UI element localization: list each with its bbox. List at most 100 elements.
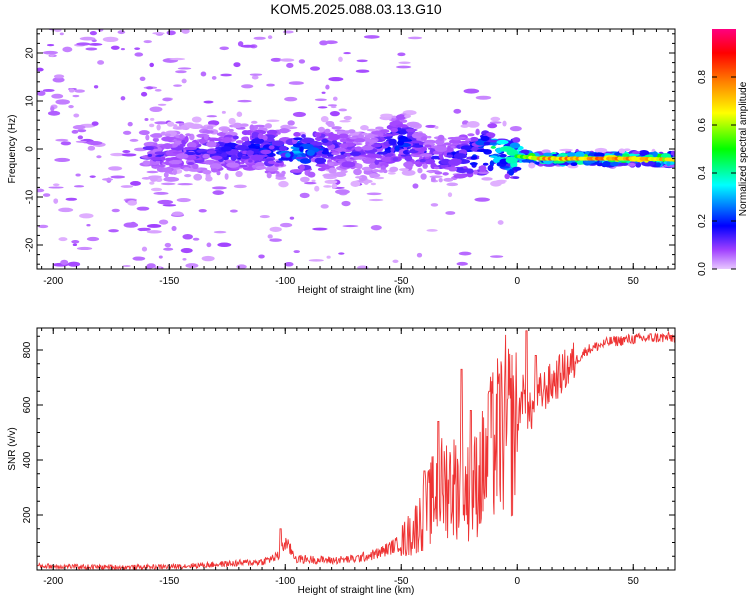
- spectrogram-cell: [490, 116, 501, 122]
- spectrogram-cell: [67, 261, 81, 267]
- spectrogram-cell: [416, 252, 423, 258]
- spectrogram-cell: [425, 124, 437, 128]
- spectrogram-cell: [58, 207, 74, 213]
- spectrogram-cell: [292, 111, 306, 117]
- spectrogram-cell: [198, 208, 207, 213]
- spectrogram-cell: [255, 165, 267, 170]
- spectrogram-cell: [485, 132, 496, 138]
- spectrogram-cell: [453, 108, 462, 114]
- spectrogram-cell: [220, 152, 228, 158]
- spectrogram-cell: [293, 137, 303, 141]
- spectrogram-cell: [419, 153, 433, 157]
- spectrogram-cell: [72, 125, 86, 130]
- spectrogram-cell: [87, 145, 96, 151]
- spectrogram-cell: [343, 115, 352, 121]
- spectrogram-cell: [504, 173, 510, 180]
- spectrogram-cell: [392, 259, 399, 263]
- colorbar-tick-label: 0.6: [697, 118, 708, 132]
- spectrogram-cell: [222, 137, 232, 144]
- spectrogram-cell: [240, 155, 250, 160]
- spectrogram-cell: [278, 180, 289, 188]
- spectrogram-cell: [176, 153, 189, 160]
- spectrogram-cell: [65, 197, 78, 201]
- x-tick-label: 50: [628, 276, 640, 287]
- spectrogram-cell: [298, 59, 306, 64]
- spectrogram-cell: [271, 140, 285, 147]
- spectrogram-cell: [315, 141, 323, 146]
- spectrogram-cell: [168, 160, 183, 165]
- x-tick-label: -150: [159, 276, 179, 287]
- spectrogram-cell: [183, 167, 191, 172]
- spectrogram-cell: [442, 172, 449, 176]
- spectrogram-cell: [329, 110, 340, 117]
- y-tick-label: 0: [25, 146, 36, 152]
- spectrogram-cell: [233, 62, 241, 68]
- spectrogram-cell: [206, 125, 214, 130]
- spectrogram-cell: [236, 264, 247, 269]
- spectrogram-cell: [212, 138, 224, 142]
- spectrogram-cell: [505, 157, 518, 164]
- spectrogram-cell: [413, 132, 426, 137]
- x-tick-label: -50: [394, 276, 409, 287]
- spectrogram-cell: [42, 50, 58, 55]
- spectrogram-cell: [508, 168, 515, 176]
- x-tick-label: 0: [514, 276, 520, 287]
- spectrogram-cell: [200, 71, 207, 77]
- spectrogram-cell: [110, 175, 126, 179]
- spectrogram-cell: [512, 166, 522, 171]
- spectrogram-cell: [321, 91, 326, 94]
- spectrogram-cell: [284, 261, 294, 267]
- spectrogram-cell: [111, 208, 120, 213]
- spectrogram-cell: [339, 143, 349, 149]
- spectrogram-cell: [618, 162, 629, 166]
- spectrogram-cell: [122, 150, 131, 154]
- spectrogram-cell: [154, 121, 169, 125]
- spectrogram-cell: [93, 85, 99, 89]
- spectrogram-cell: [380, 113, 393, 118]
- spectrogram-cell: [228, 117, 236, 125]
- spectrogram-cell: [249, 73, 263, 76]
- spectrogram-cell: [241, 136, 249, 142]
- spectrogram-cell: [68, 104, 74, 109]
- spectrogram-cell: [264, 123, 273, 129]
- spectrogram-cell: [483, 141, 491, 146]
- spectrogram-cell: [395, 124, 410, 128]
- spectrogram-cell: [108, 229, 119, 233]
- spectrogram-cell: [139, 76, 146, 81]
- spectrogram-cell: [278, 128, 290, 134]
- spectrogram-cell: [251, 131, 260, 138]
- spectrogram-cell: [163, 247, 174, 251]
- spectrogram-cell: [377, 169, 385, 173]
- x-tick-label: -100: [275, 576, 295, 587]
- spectrogram-cell: [212, 190, 225, 196]
- spectrogram-cell: [50, 106, 55, 112]
- spectrogram-cell: [251, 154, 264, 161]
- spectrogram-cell: [327, 104, 338, 107]
- spectrogram-cell: [396, 140, 405, 146]
- spectrogram-cell: [602, 161, 611, 167]
- spectrogram-cell: [206, 115, 218, 118]
- spectrogram-cell: [427, 135, 432, 139]
- chart-title: KOM5.2025.088.03.13.G10: [270, 1, 441, 17]
- spectrogram-cell: [365, 141, 370, 145]
- spectrogram-cell: [499, 153, 507, 158]
- colorbar: 0.0 0.2 0.4 0.6 0.8 Normalized spectral ampl…: [697, 29, 749, 276]
- spectrogram-cell: [489, 155, 498, 158]
- spectrogram-cell: [355, 69, 370, 73]
- spectrogram-cell: [266, 172, 272, 179]
- spectrogram-cell: [338, 56, 343, 62]
- y-tick-label: 400: [22, 451, 33, 468]
- spectrogram-cell: [235, 140, 244, 144]
- spectrogram-cell: [237, 41, 244, 47]
- spectrogram-cell: [206, 242, 212, 248]
- spectrogram-cell: [257, 133, 264, 140]
- spectrogram-cell: [231, 122, 243, 128]
- spectrogram-cell: [179, 143, 186, 147]
- spectrogram-cell: [395, 65, 412, 69]
- spectrogram-cell: [318, 126, 325, 133]
- spectrogram-cell: [449, 167, 458, 172]
- spectrogram-cell: [559, 148, 573, 152]
- spectrogram-cell: [509, 142, 521, 149]
- spectrogram-cell: [77, 135, 84, 140]
- spectrogram-cell: [177, 183, 194, 186]
